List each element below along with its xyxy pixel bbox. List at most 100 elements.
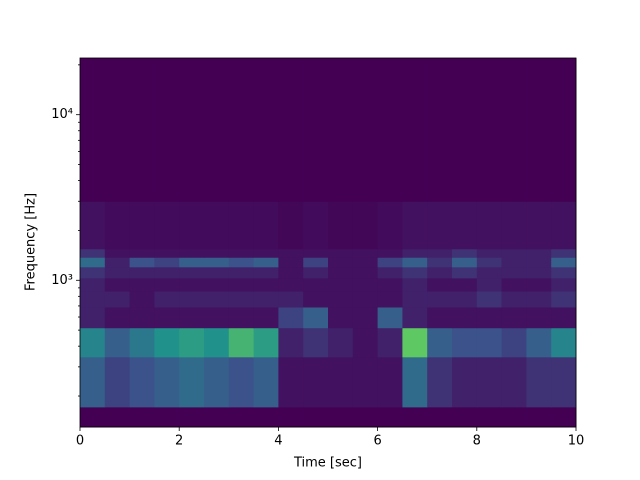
- heatmap-cell: [104, 406, 131, 428]
- heatmap-cell: [104, 327, 131, 358]
- heatmap-cell: [328, 356, 354, 408]
- heatmap-cell: [526, 58, 552, 202]
- heatmap-cell: [551, 277, 577, 292]
- heatmap-cell: [104, 248, 131, 258]
- heatmap-cell: [402, 248, 428, 258]
- heatmap-cell: [452, 248, 478, 258]
- heatmap-cell: [104, 277, 131, 292]
- heatmap-cell: [228, 306, 255, 329]
- heatmap-cell: [179, 306, 205, 329]
- heatmap-cell: [80, 290, 106, 308]
- heatmap-cell: [278, 257, 304, 268]
- heatmap-cell: [352, 248, 379, 258]
- heatmap-cell: [154, 277, 180, 292]
- heatmap-cell: [476, 306, 503, 329]
- heatmap-cell: [228, 406, 255, 428]
- heatmap-cell: [551, 406, 577, 428]
- heatmap-cell: [501, 257, 527, 268]
- x-tick-label: 4: [274, 434, 282, 449]
- heatmap-cell: [352, 257, 379, 268]
- heatmap-cell: [204, 201, 230, 250]
- heatmap-cell: [179, 58, 205, 202]
- heatmap-cell: [526, 248, 552, 258]
- heatmap-cell: [228, 58, 255, 202]
- heatmap-cell: [104, 201, 131, 250]
- heatmap-cell: [377, 406, 403, 428]
- heatmap-cell: [377, 248, 403, 258]
- heatmap-cell: [179, 290, 205, 308]
- heatmap-cell: [228, 266, 255, 279]
- heatmap-cell: [402, 406, 428, 428]
- heatmap-cell: [427, 58, 453, 202]
- heatmap-cell: [377, 266, 403, 279]
- heatmap-cell: [328, 277, 354, 292]
- heatmap-cell: [427, 266, 453, 279]
- heatmap-cell: [154, 266, 180, 279]
- x-tick-label: 6: [373, 434, 381, 449]
- heatmap-cell: [228, 201, 255, 250]
- heatmap-cell: [303, 406, 329, 428]
- heatmap-cell: [80, 327, 106, 358]
- heatmap-cell: [352, 266, 379, 279]
- heatmap-cell: [476, 58, 503, 202]
- heatmap-cell: [179, 257, 205, 268]
- heatmap-cell: [551, 257, 577, 268]
- heatmap-cell: [551, 306, 577, 329]
- heatmap-cell: [328, 327, 354, 358]
- heatmap-cell: [526, 201, 552, 250]
- heatmap-cell: [427, 248, 453, 258]
- heatmap-cell: [476, 257, 503, 268]
- heatmap-cell: [154, 58, 180, 202]
- heatmap-cell: [452, 327, 478, 358]
- heatmap-cell: [278, 356, 304, 408]
- heatmap-cell: [352, 306, 379, 329]
- heatmap-cell: [154, 356, 180, 408]
- y-tick-label: 10³: [51, 273, 73, 288]
- heatmap-cell: [303, 306, 329, 329]
- heatmap-cell: [501, 277, 527, 292]
- heatmap-cell: [303, 266, 329, 279]
- heatmap-cell: [129, 201, 155, 250]
- heatmap-cell: [204, 277, 230, 292]
- heatmap-cell: [352, 58, 379, 202]
- heatmap-cell: [104, 58, 131, 202]
- heatmap-cell: [278, 277, 304, 292]
- heatmap-cell: [80, 277, 106, 292]
- heatmap-cell: [476, 327, 503, 358]
- heatmap-cell: [154, 327, 180, 358]
- heatmap-cell: [452, 406, 478, 428]
- y-tick-label: 10⁴: [51, 107, 73, 122]
- heatmap-cell: [104, 356, 131, 408]
- heatmap-cell: [328, 406, 354, 428]
- heatmap-cell: [204, 266, 230, 279]
- heatmap-cell: [476, 290, 503, 308]
- heatmap-cell: [402, 266, 428, 279]
- heatmap-cell: [253, 290, 279, 308]
- heatmap-cell: [154, 248, 180, 258]
- heatmap-cell: [427, 257, 453, 268]
- heatmap-cell: [80, 248, 106, 258]
- heatmap-cell: [328, 306, 354, 329]
- heatmap-cell: [179, 277, 205, 292]
- heatmap-cell: [501, 248, 527, 258]
- plot-frame: [79, 57, 577, 428]
- heatmap-cell: [303, 277, 329, 292]
- heatmap-cell: [253, 406, 279, 428]
- heatmap-cell: [377, 290, 403, 308]
- heatmap-cell: [402, 58, 428, 202]
- heatmap-cell: [551, 201, 577, 250]
- heatmap-cell: [501, 306, 527, 329]
- heatmap-cell: [129, 306, 155, 329]
- heatmap-cell: [427, 327, 453, 358]
- heatmap-cell: [104, 306, 131, 329]
- heatmap-cell: [452, 257, 478, 268]
- heatmap-cell: [452, 306, 478, 329]
- heatmap-cell: [278, 290, 304, 308]
- heatmap-cell: [154, 306, 180, 329]
- heatmap-cell: [526, 257, 552, 268]
- heatmap-cell: [80, 201, 106, 250]
- heatmap-cell: [80, 266, 106, 279]
- heatmap-cell: [427, 290, 453, 308]
- heatmap-cell: [154, 290, 180, 308]
